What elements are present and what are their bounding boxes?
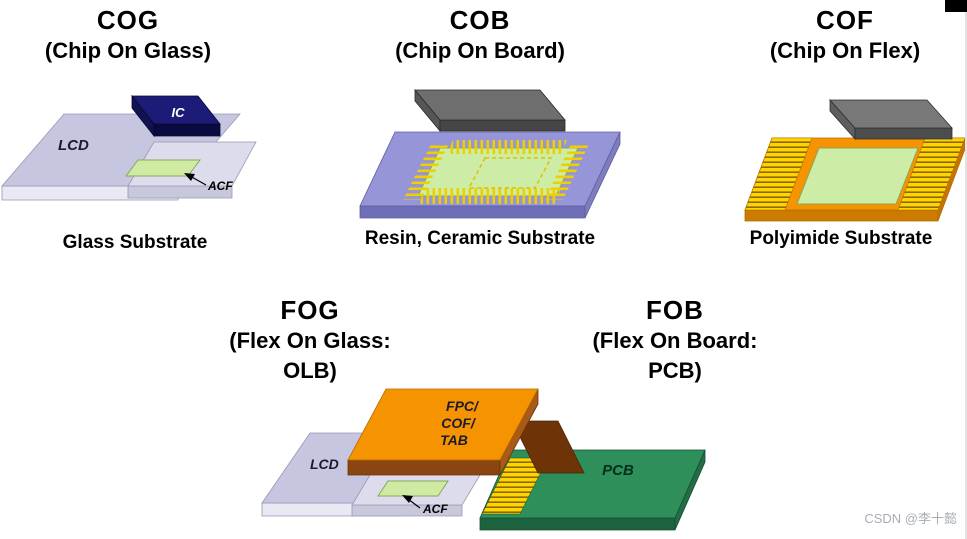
fog-acf-strip bbox=[377, 480, 449, 497]
cog-lcd-label: LCD bbox=[58, 137, 89, 154]
cog-title: COG bbox=[96, 5, 160, 35]
fog-fpc-label-line1: FPC/ bbox=[446, 398, 480, 414]
fog-fpc-front-face bbox=[347, 459, 501, 476]
cog-title-block: COG (Chip On Glass) bbox=[8, 4, 248, 66]
cof-chip-top-face bbox=[829, 99, 953, 129]
cob-chip-front-face bbox=[439, 119, 566, 132]
cob-leads-top bbox=[447, 140, 567, 154]
fob-title: FOB bbox=[646, 295, 704, 325]
cob-board-front-face bbox=[359, 205, 586, 219]
cof-leads-left bbox=[744, 137, 813, 211]
cog-subtitle: (Chip On Glass) bbox=[44, 38, 212, 63]
fog-fpc-label-line2: COF/ bbox=[441, 415, 477, 431]
cog-acf-label: ACF bbox=[207, 179, 233, 193]
watermark: CSDN @李十懿 bbox=[864, 511, 957, 526]
cof-title: COF bbox=[816, 5, 874, 35]
cof-chip-front-face bbox=[854, 127, 953, 140]
cof-title-block: COF (Chip On Flex) bbox=[725, 4, 965, 66]
cob-chip-top-face bbox=[414, 89, 566, 121]
cog-ic-front-face bbox=[153, 123, 221, 137]
cob-leads-right bbox=[545, 144, 589, 200]
fog-fpc-top-face bbox=[347, 388, 539, 461]
cog-illustration: IC LCD ACF bbox=[1, 94, 257, 201]
fog-subtitle-line2: OLB) bbox=[283, 358, 337, 383]
cob-substrate-label: Resin, Ceramic Substrate bbox=[364, 228, 596, 249]
fob-pcb-label: PCB bbox=[602, 462, 634, 479]
fog-flex-end-connector bbox=[511, 420, 585, 474]
cog-ic-top-face bbox=[131, 95, 221, 125]
fog-title-block: FOG (Flex On Glass: OLB) bbox=[190, 294, 430, 386]
cog-acf-arrow-head bbox=[184, 173, 195, 181]
cof-illustration bbox=[744, 98, 966, 222]
fob-pcb-front-face bbox=[479, 517, 676, 531]
fog-fpc-label-line3: TAB bbox=[440, 432, 468, 448]
cob-leads-left bbox=[403, 144, 449, 200]
cob-title: COB bbox=[449, 5, 511, 35]
fob-subtitle-line2: PCB) bbox=[648, 358, 702, 383]
cog-substrate-label: Glass Substrate bbox=[62, 232, 208, 253]
fog-acf-label: ACF bbox=[422, 502, 448, 516]
top-right-black-block bbox=[945, 0, 967, 12]
right-edge-line bbox=[965, 0, 967, 539]
fog-fob-illustration: PCB FPC/ COF/ TAB LCD ACF bbox=[261, 388, 706, 531]
cob-bond-ring bbox=[467, 157, 553, 189]
fog-subtitle-line1: (Flex On Glass: bbox=[229, 328, 391, 353]
cog-ic-label: IC bbox=[172, 105, 186, 120]
cof-die-pad bbox=[796, 147, 919, 205]
cob-subtitle: (Chip On Board) bbox=[395, 38, 565, 63]
fob-subtitle-line1: (Flex On Board: bbox=[592, 328, 758, 353]
fog-title: FOG bbox=[280, 295, 340, 325]
cob-leads-bottom bbox=[419, 188, 561, 204]
cof-subtitle: (Chip On Flex) bbox=[769, 38, 921, 63]
cob-title-block: COB (Chip On Board) bbox=[355, 4, 605, 66]
cof-substrate-label: Polyimide Substrate bbox=[749, 228, 933, 249]
fog-lcd-label: LCD bbox=[310, 456, 339, 472]
cof-flex-front-face bbox=[744, 209, 939, 222]
cob-illustration bbox=[359, 88, 621, 219]
fob-title-block: FOB (Flex On Board: PCB) bbox=[555, 294, 795, 386]
fog-acf-arrow-head bbox=[402, 495, 413, 503]
